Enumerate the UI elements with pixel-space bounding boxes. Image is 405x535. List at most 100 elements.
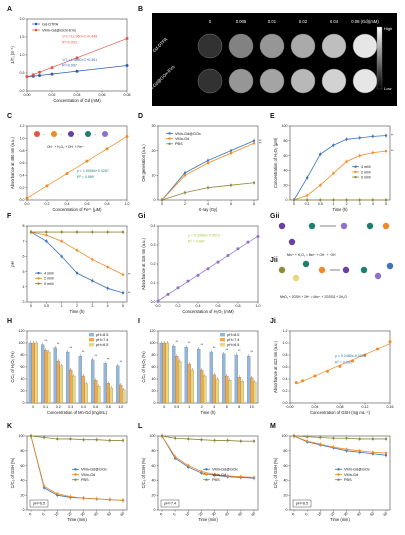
legend-swatch: [89, 338, 94, 342]
data-point: [252, 181, 256, 184]
data-point: [65, 171, 69, 175]
reaction-arrow: →: [76, 133, 79, 137]
x-tick-label: 30: [343, 511, 349, 517]
significance-marker: **: [259, 139, 262, 143]
series-line: [30, 435, 124, 501]
chart-c: Concentration of Fe²⁺ (μM) Absorbance at …: [10, 124, 130, 212]
scheme-molecule: [318, 266, 326, 274]
y-tick-label: 100: [282, 124, 288, 128]
bar: [41, 344, 45, 404]
x-tick-label: 10: [54, 511, 60, 517]
phantom-well: [352, 33, 378, 59]
data-point: [106, 287, 109, 290]
data-point: [345, 448, 348, 451]
bar: [190, 369, 194, 404]
legend-label: 2 mM: [361, 170, 371, 174]
data-point: [29, 230, 33, 234]
concentration-label: 0.08 (Gd)(mM): [351, 19, 379, 24]
phantom-well: [197, 68, 223, 94]
scheme-molecule: [278, 222, 286, 230]
reaction-molecule: [34, 131, 40, 137]
y-tick-label: 0: [154, 508, 156, 512]
data-point: [160, 434, 164, 438]
bar: [253, 381, 257, 404]
x-axis-label: Time (h): [332, 207, 348, 212]
data-point: [156, 299, 160, 303]
legend-label: 0 mM: [361, 176, 371, 180]
data-point: [252, 139, 256, 142]
legend-label: PBS: [344, 478, 352, 482]
x-tick-label: 0.6: [85, 202, 90, 206]
x-tick-label: 1: [332, 202, 334, 206]
y-tick-label: 10: [152, 174, 156, 178]
x-tick-label: 0.3: [68, 405, 73, 409]
x-tick-label: 1: [188, 405, 190, 409]
y-tick-label: 100: [282, 434, 288, 438]
y-tick-label: 0.6: [283, 365, 288, 369]
bar: [97, 386, 101, 404]
data-point: [25, 196, 29, 200]
ph-tag: pH=7.4: [164, 502, 176, 506]
bar: [81, 375, 85, 404]
x-tick-label: 30: [211, 511, 217, 517]
data-point: [125, 36, 129, 40]
x-tick-label: 8: [238, 405, 240, 409]
x-tick-label: 0: [291, 512, 295, 516]
data-point: [319, 152, 322, 156]
x-tick-label: 1.0: [118, 405, 123, 409]
data-point: [183, 191, 187, 194]
data-point: [56, 492, 59, 495]
scheme-molecule: [374, 272, 382, 280]
y-tick-label: 0.0: [283, 401, 288, 405]
legend-marker: [168, 142, 171, 145]
data-point: [75, 271, 79, 275]
legend-swatch: [220, 333, 225, 337]
x-axis-label: Concentration of GSH (mg mL⁻¹): [310, 410, 371, 415]
legend-label: pH=7.4: [96, 338, 108, 342]
x-tick-label: 20: [330, 511, 336, 517]
bar: [197, 348, 201, 404]
phantom-well: [352, 68, 378, 94]
x-tick-label: 0.00: [24, 93, 31, 97]
y-tick-label: 60: [284, 154, 288, 158]
y-tick-label: 0.1: [151, 281, 156, 285]
y-tick-label: 1.2: [20, 124, 25, 128]
data-point: [176, 286, 180, 290]
x-tick-label: 20: [67, 511, 73, 517]
data-point: [252, 476, 256, 479]
data-point: [206, 159, 210, 162]
x-tick-label: 3: [91, 304, 93, 308]
scheme-molecule: [302, 260, 310, 268]
data-point: [95, 438, 98, 441]
legend-marker: [354, 165, 357, 168]
phantom-well: [321, 68, 347, 94]
panel-label-m: M: [270, 423, 276, 430]
x-tick-label: 0.0: [25, 202, 30, 206]
data-point: [345, 437, 348, 440]
x-tick-label: 30: [80, 511, 86, 517]
x-tick-label: 0.5: [44, 304, 49, 308]
legend-label: VMn-Gd: [212, 473, 226, 477]
chart-e: Time (h)Concentration of H₂O₂ (μM)020406…: [273, 124, 394, 212]
bar: [56, 360, 60, 404]
data-point: [236, 247, 240, 251]
legend-marker: [205, 478, 208, 481]
bar: [78, 356, 82, 404]
y-tick-label: 0.0: [20, 89, 25, 93]
y-tick-label: 100: [150, 434, 156, 438]
data-point: [91, 230, 94, 234]
y-tick-label: 40: [284, 479, 288, 483]
x-tick-label: 10: [250, 405, 254, 409]
concentration-label: 0.04: [330, 19, 339, 24]
bar: [59, 365, 63, 404]
data-point: [45, 184, 49, 188]
phantom-well: [228, 68, 254, 94]
fit-annotation: y = 1.0006x+0.0287: [77, 169, 109, 173]
bar: [159, 342, 163, 404]
scheme-molecule: [342, 266, 350, 274]
legend-swatch: [89, 333, 94, 337]
series-line: [293, 435, 386, 440]
legend-swatch: [220, 343, 225, 347]
significance-marker: **: [128, 273, 131, 277]
data-point: [186, 279, 190, 283]
